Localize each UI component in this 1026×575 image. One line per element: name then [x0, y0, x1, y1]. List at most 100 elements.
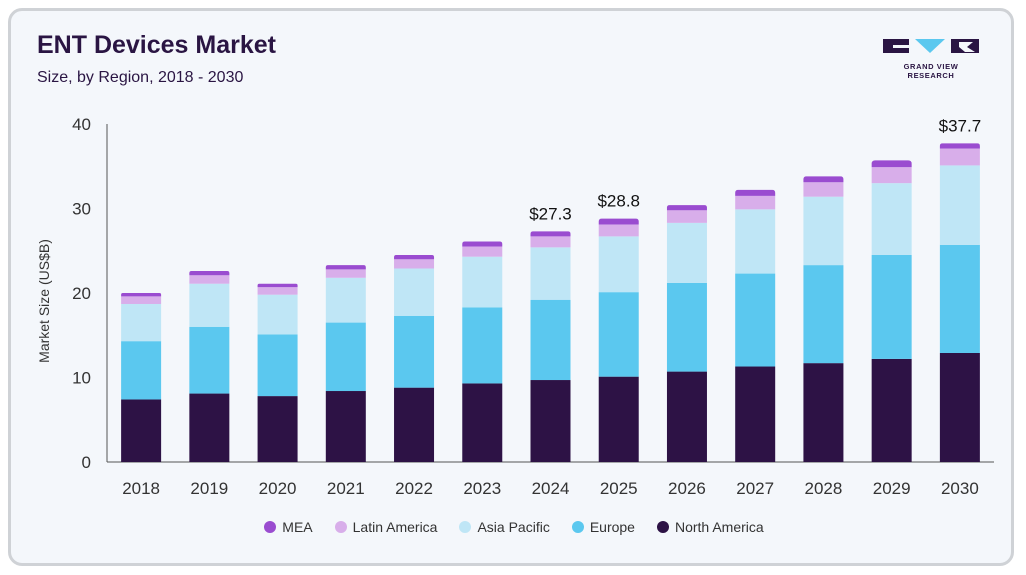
legend-swatch-icon — [656, 521, 669, 533]
chart-subtitle: Size, by Region, 2018 - 2030 — [37, 69, 244, 86]
bar-segment — [257, 287, 298, 295]
bar-segment — [735, 209, 776, 274]
bar-segment — [939, 244, 980, 353]
bar-segment — [530, 380, 571, 462]
bar-segment — [257, 396, 298, 462]
legend-label: Asia Pacific — [477, 519, 550, 535]
legend-swatch-icon — [334, 521, 347, 533]
legend-item: Asia Pacific — [459, 519, 550, 535]
x-tick-label: 2026 — [668, 479, 706, 498]
bar-segment — [121, 303, 162, 342]
x-tick-label: 2021 — [327, 479, 365, 498]
bar-segment — [257, 283, 298, 288]
bar-segment — [121, 293, 162, 297]
bar-segment — [462, 307, 503, 384]
bar-segment — [666, 222, 707, 283]
bar-segment — [462, 383, 503, 462]
chart-card: ENT Devices Market Size, by Region, 2018… — [8, 8, 1014, 566]
bar-segment — [325, 265, 366, 270]
bar-segment — [871, 167, 912, 184]
data-label: $28.8 — [597, 192, 640, 211]
bar-segment — [462, 246, 503, 257]
chart-legend: MEA Latin America Asia Pacific Europe North … — [11, 519, 1017, 535]
bar-segment — [530, 299, 571, 381]
bar-segment — [394, 259, 435, 269]
bar-segment — [121, 399, 162, 462]
y-tick-label: 10 — [72, 369, 91, 388]
legend-item: North America — [656, 519, 764, 535]
grand-view-research-logo: GRAND VIEW RESEARCH — [879, 33, 983, 80]
x-tick-label: 2019 — [190, 479, 228, 498]
bar-segment — [394, 387, 435, 462]
bar-segment — [803, 363, 844, 462]
bar-segment — [598, 236, 639, 293]
logo-mark-icon — [883, 39, 979, 53]
bar-segment — [939, 165, 980, 245]
bar-segment — [325, 322, 366, 392]
legend-swatch-icon — [459, 521, 472, 533]
bar-segment — [598, 292, 639, 377]
bar-segment — [871, 160, 912, 168]
data-label: $37.7 — [939, 116, 982, 135]
x-tick-label: 2029 — [873, 479, 911, 498]
bar-segment — [325, 391, 366, 462]
bar-segment — [735, 273, 776, 367]
x-tick-label: 2027 — [736, 479, 774, 498]
bar-segment — [189, 393, 230, 462]
legend-item: Europe — [571, 519, 635, 535]
legend-swatch-icon — [264, 521, 277, 533]
bar-segment — [394, 254, 435, 260]
bar-segment — [325, 277, 366, 323]
x-tick-label: 2020 — [259, 479, 297, 498]
bar-segment — [189, 271, 230, 276]
bar-segment — [530, 231, 571, 237]
bar-segment — [666, 205, 707, 211]
bar-segment — [394, 315, 435, 388]
x-tick-label: 2024 — [532, 479, 570, 498]
legend-item: Latin America — [334, 519, 438, 535]
bar-segment — [939, 352, 980, 462]
data-label: $27.3 — [529, 204, 572, 223]
bar-segment — [598, 376, 639, 462]
bar-segment — [871, 254, 912, 359]
bar-segment — [394, 268, 435, 316]
bar-segment — [462, 256, 503, 308]
bar-segment — [939, 148, 980, 166]
x-tick-label: 2025 — [600, 479, 638, 498]
y-tick-label: 0 — [82, 453, 91, 472]
bar-segment — [189, 283, 230, 327]
x-tick-label: 2030 — [941, 479, 979, 498]
x-tick-label: 2028 — [805, 479, 843, 498]
bar-segment — [257, 294, 298, 335]
legend-label: Latin America — [352, 519, 438, 535]
bar-segment — [803, 176, 844, 183]
legend-label: Europe — [589, 519, 635, 535]
bar-segment — [257, 334, 298, 397]
bar-segment — [462, 241, 503, 247]
x-tick-label: 2022 — [395, 479, 433, 498]
legend-label: North America — [674, 519, 764, 535]
bar-segment — [121, 296, 162, 304]
bar-segment — [325, 269, 366, 278]
bar-segment — [939, 143, 980, 149]
bar-segment — [530, 247, 571, 300]
bar-segment — [598, 218, 639, 225]
bar-segment — [803, 182, 844, 197]
bar-segment — [803, 196, 844, 266]
bar-segment — [666, 371, 707, 462]
bar-segment — [666, 210, 707, 223]
logo-text: GRAND VIEW RESEARCH — [903, 62, 959, 80]
bar-segment — [735, 195, 776, 210]
legend-swatch-icon — [571, 521, 584, 533]
bar-segment — [871, 183, 912, 255]
y-axis-label: Market Size (US$B) — [36, 239, 52, 363]
bar-segment — [598, 224, 639, 237]
bar-segment — [189, 275, 230, 284]
y-tick-label: 30 — [72, 200, 91, 219]
x-tick-label: 2018 — [122, 479, 160, 498]
bar-segment — [735, 366, 776, 462]
legend-item: MEA — [264, 519, 313, 535]
bar-segment — [189, 326, 230, 394]
bar-segment — [121, 341, 162, 400]
